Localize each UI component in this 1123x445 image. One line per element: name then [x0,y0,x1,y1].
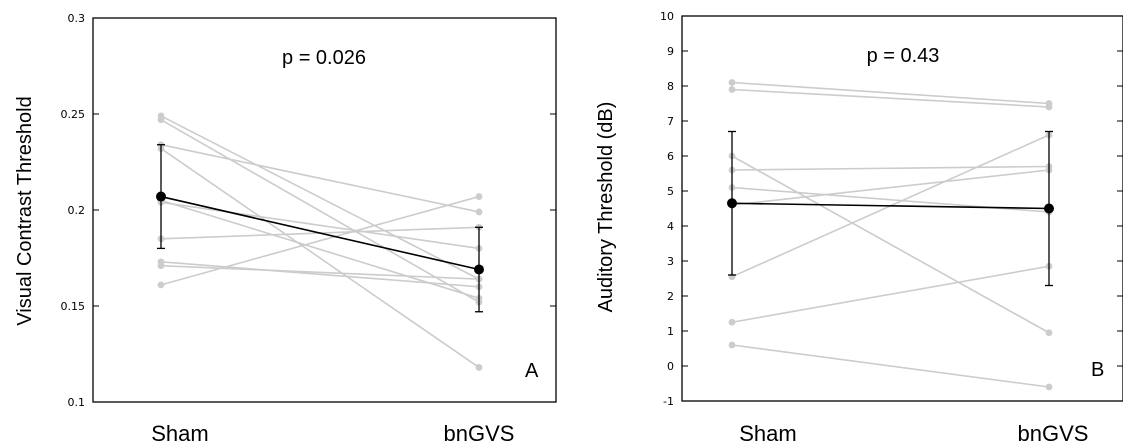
y-tick-label: 10 [660,10,674,23]
y-tick-label: 1 [667,325,674,338]
individual-point [157,116,165,124]
y-tick-label: 0.2 [68,204,86,217]
y-tick-label: 7 [667,115,674,128]
y-tick-label: 4 [667,220,674,233]
individual-line [160,143,480,213]
individual-line [160,201,480,250]
individual-lines [728,79,1053,391]
mean-series [156,144,484,313]
individual-point [1045,103,1053,111]
panel-a: 0.1 0.15 0.2 0.25 0.3 p = 0.026 A Visual Con… [14,12,557,445]
individual-point [157,262,165,270]
y-tick-label: 3 [667,255,674,268]
x-category-label: bnGVS [444,421,515,445]
y-tick-label: 0.15 [61,300,86,313]
mean-series [727,130,1054,287]
plot-frame [92,17,557,403]
individual-point [157,281,165,289]
individual-line [731,344,1050,388]
x-category-label: bnGVS [1018,421,1089,445]
panel-b: -1 0 1 2 3 4 5 6 7 8 9 10 p = 0.43 B Auditory Thres… [595,10,1123,445]
plot-frame [681,15,1123,402]
individual-line [160,115,480,280]
mean-point [727,198,737,209]
y-axis-title: Visual Contrast Threshold [14,96,36,325]
individual-point [1045,329,1053,337]
p-value-annotation: p = 0.026 [282,47,366,69]
panel-label: A [525,360,539,382]
individual-line [160,147,480,369]
panel-label: B [1091,359,1104,381]
y-tick-label: 0 [667,360,674,373]
mean-line [731,202,1050,210]
y-tick-label: 0.25 [61,108,86,121]
individual-line [160,199,480,300]
individual-line [160,119,480,303]
mean-line [160,195,480,271]
y-axis-ticks: -1 0 1 2 3 4 5 6 7 8 9 10 [660,10,1123,408]
individual-line [731,265,1050,324]
individual-line [731,81,1050,105]
x-category-label: Sham [151,421,208,445]
y-tick-label: 6 [667,150,674,163]
y-tick-label: 8 [667,80,674,93]
individual-point [728,79,736,86]
individual-line [160,264,480,280]
y-tick-label: 5 [667,185,674,198]
mean-point [156,191,166,202]
individual-point [1045,383,1053,391]
individual-line [731,155,1050,334]
y-tick-label: 2 [667,290,674,303]
individual-point [728,341,736,349]
y-tick-label: 0.3 [68,12,86,25]
individual-line [731,169,1050,206]
x-category-label: Sham [739,421,796,445]
individual-line [731,88,1050,108]
y-tick-label: -1 [663,395,674,408]
y-axis-title: Auditory Threshold (dB) [595,102,617,313]
y-axis-ticks: 0.1 0.15 0.2 0.25 0.3 [61,12,556,409]
individual-line [160,195,480,286]
individual-point [728,86,736,93]
y-tick-label: 9 [667,45,674,58]
individual-point [728,318,736,326]
individual-lines [157,112,483,371]
mean-point [1044,203,1054,214]
individual-point [475,364,483,371]
individual-point [475,193,483,200]
individual-point [475,208,483,216]
mean-point [474,264,484,275]
individual-line [731,165,1050,171]
p-value-annotation: p = 0.43 [867,45,940,67]
y-tick-label: 0.1 [68,396,86,409]
